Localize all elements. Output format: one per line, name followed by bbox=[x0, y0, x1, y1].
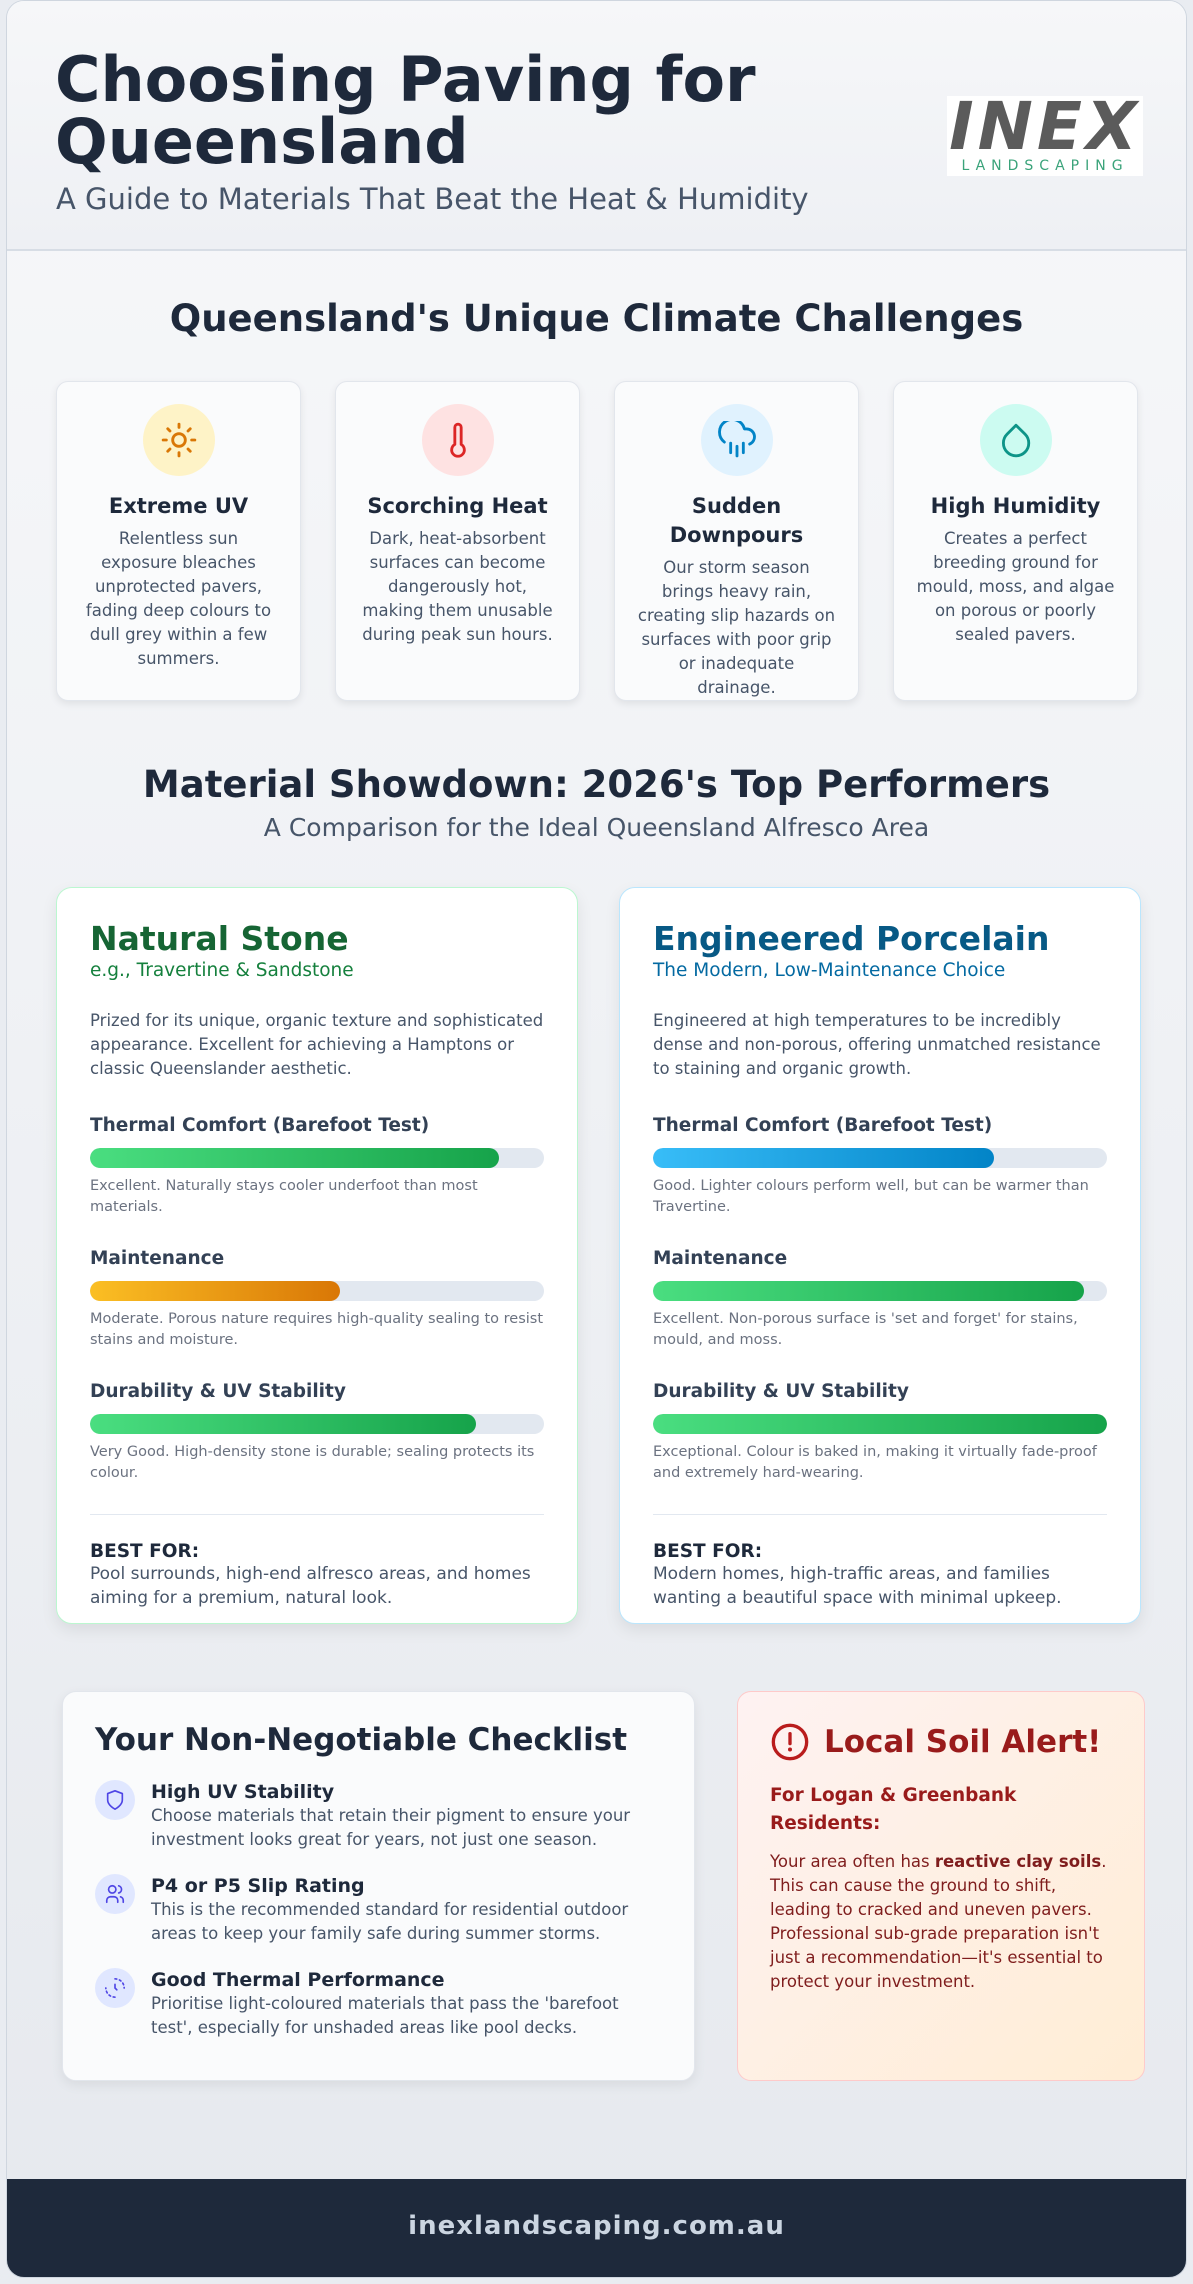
rating-bar bbox=[653, 1281, 1085, 1301]
rating-label: Thermal Comfort (Barefoot Test) bbox=[90, 1115, 430, 1136]
item-title: P4 or P5 Slip Rating bbox=[151, 1875, 365, 1897]
rating-bar bbox=[653, 1414, 1107, 1434]
rating-note: Good. Lighter colours perform well, but … bbox=[653, 1178, 1089, 1215]
item-icon bbox=[95, 1780, 135, 1820]
rating-bar bbox=[90, 1414, 476, 1434]
climate-card: Extreme UV Relentless sun exposure bleach… bbox=[56, 381, 301, 701]
item-title: High UV Stability bbox=[151, 1781, 335, 1803]
best-for-text: Pool surrounds, high-end alfresco areas,… bbox=[90, 1564, 531, 1608]
icon bbox=[1001, 423, 1030, 458]
item-text: Prioritise light-coloured materials that… bbox=[151, 1994, 619, 2037]
checklist-item: High UV Stability Choose materials that r… bbox=[95, 1780, 662, 1852]
material-tagline: e.g., Travertine & Sandstone bbox=[90, 960, 354, 981]
icon-circle bbox=[421, 404, 494, 476]
climate-card: High Humidity Creates a perfect breeding … bbox=[893, 381, 1138, 701]
alert-bold: reactive clay soils bbox=[934, 1852, 1102, 1871]
rating-bar bbox=[90, 1281, 340, 1301]
rating-note: Excellent. Naturally stays cooler underf… bbox=[90, 1178, 478, 1215]
alert-text: . This can cause the ground to shift, le… bbox=[770, 1852, 1107, 1991]
rating-track bbox=[653, 1148, 1107, 1168]
rating-bar bbox=[653, 1148, 994, 1168]
rating-label: Durability & UV Stability bbox=[653, 1381, 909, 1402]
best-for-label: BEST FOR: bbox=[653, 1541, 763, 1562]
alert-body: Your area often has reactive clay soils.… bbox=[770, 1850, 1112, 1994]
logo: INEX LANDSCAPING bbox=[947, 88, 1143, 176]
rating-label: Maintenance bbox=[653, 1248, 788, 1269]
checklist-heading: Your Non-Negotiable Checklist bbox=[95, 1722, 628, 1758]
rating-track bbox=[90, 1281, 544, 1301]
page: Choosing Paving for Queensland A Guide t… bbox=[6, 0, 1187, 2278]
rating-label: Thermal Comfort (Barefoot Test) bbox=[653, 1115, 993, 1136]
rating-label: Maintenance bbox=[90, 1248, 225, 1269]
header: Choosing Paving for Queensland A Guide t… bbox=[7, 1, 1186, 251]
rating-track bbox=[653, 1281, 1107, 1301]
card-text: Our storm season brings heavy rain, crea… bbox=[637, 558, 836, 697]
material-card: Engineered Porcelain The Modern, Low-Main… bbox=[619, 887, 1141, 1624]
item-icon bbox=[95, 1874, 135, 1914]
alert-icon bbox=[771, 1723, 809, 1761]
logo-wordmark: INEX bbox=[949, 88, 1141, 165]
alert-heading-row: Local Soil Alert! bbox=[770, 1722, 1112, 1762]
title: Choosing Paving for Queensland bbox=[55, 43, 756, 178]
logo-tagline: LANDSCAPING bbox=[961, 158, 1129, 174]
icon-circle bbox=[142, 404, 215, 476]
soil-alert: Local Soil Alert! For Logan & Greenbank … bbox=[737, 1691, 1145, 2081]
footer: inexlandscaping.com.au bbox=[7, 2179, 1186, 2277]
checklist-item: Good Thermal Performance Prioritise light… bbox=[95, 1968, 662, 2040]
section-heading: Queensland's Unique Climate Challenges bbox=[169, 297, 1024, 340]
icon bbox=[106, 1790, 124, 1810]
section-heading: Material Showdown: 2026's Top Performers bbox=[142, 763, 1051, 806]
item-text: Choose materials that retain their pigme… bbox=[151, 1806, 631, 1849]
material-card: Natural Stone e.g., Travertine & Sandston… bbox=[56, 887, 578, 1624]
card-title: Scorching Heat bbox=[367, 494, 548, 518]
climate-card: Scorching Heat Dark, heat-absorbent surfa… bbox=[335, 381, 580, 701]
card-title: Extreme UV bbox=[108, 494, 249, 518]
rating-label: Durability & UV Stability bbox=[90, 1381, 346, 1402]
icon-circle bbox=[700, 404, 773, 476]
divider bbox=[653, 1514, 1107, 1515]
material-description: Engineered at high temperatures to be in… bbox=[653, 1011, 1101, 1078]
material-description: Prized for its unique, organic texture a… bbox=[90, 1011, 544, 1078]
item-body: High UV Stability Choose materials that r… bbox=[151, 1780, 662, 1852]
card-text: Relentless sun exposure bleaches unprote… bbox=[85, 529, 272, 668]
card-title: High Humidity bbox=[930, 494, 1101, 518]
item-title: Good Thermal Performance bbox=[151, 1969, 445, 1991]
card-text: Creates a perfect breeding ground for mo… bbox=[916, 529, 1115, 644]
rating-note: Very Good. High-density stone is durable… bbox=[90, 1444, 535, 1481]
card-text: Dark, heat-absorbent surfaces can become… bbox=[362, 529, 553, 644]
rating-track bbox=[90, 1414, 544, 1434]
alert-subheading: For Logan & Greenbank Residents: bbox=[770, 1785, 1017, 1834]
icon bbox=[717, 421, 756, 458]
rating-note: Moderate. Porous nature requires high-qu… bbox=[90, 1311, 544, 1348]
icon-circle bbox=[979, 404, 1052, 476]
material-name: Natural Stone bbox=[90, 919, 349, 958]
alert-text: Your area often has bbox=[770, 1852, 935, 1871]
rating-track bbox=[90, 1148, 544, 1168]
rating-note: Excellent. Non-porous surface is 'set an… bbox=[653, 1311, 1078, 1348]
divider bbox=[90, 1514, 544, 1515]
icon bbox=[105, 1978, 125, 1998]
alert-heading: Local Soil Alert! bbox=[824, 1724, 1102, 1760]
best-for-label: BEST FOR: bbox=[90, 1541, 200, 1562]
item-body: P4 or P5 Slip Rating This is the recommen… bbox=[151, 1874, 662, 1946]
material-name: Engineered Porcelain bbox=[653, 919, 1050, 958]
rating-note: Exceptional. Colour is baked in, making … bbox=[653, 1444, 1097, 1481]
icon bbox=[161, 422, 196, 458]
item-icon bbox=[95, 1968, 135, 2008]
checklist-item: P4 or P5 Slip Rating This is the recommen… bbox=[95, 1874, 662, 1946]
subtitle: A Guide to Materials That Beat the Heat … bbox=[56, 182, 809, 216]
material-tagline: The Modern, Low-Maintenance Choice bbox=[653, 960, 1006, 981]
rating-bar bbox=[90, 1148, 499, 1168]
icon bbox=[105, 1884, 125, 1904]
item-body: Good Thermal Performance Prioritise light… bbox=[151, 1968, 662, 2040]
best-for-text: Modern homes, high-traffic areas, and fa… bbox=[653, 1564, 1062, 1608]
icon bbox=[449, 422, 466, 458]
climate-card: Sudden Downpours Our storm season brings … bbox=[614, 381, 859, 701]
checklist: Your Non-Negotiable Checklist High UV St… bbox=[62, 1691, 695, 2081]
item-text: This is the recommended standard for res… bbox=[151, 1900, 629, 1943]
section-subheading: A Comparison for the Ideal Queensland Al… bbox=[263, 813, 930, 842]
card-title: Sudden Downpours bbox=[669, 494, 804, 547]
rating-track bbox=[653, 1414, 1107, 1434]
